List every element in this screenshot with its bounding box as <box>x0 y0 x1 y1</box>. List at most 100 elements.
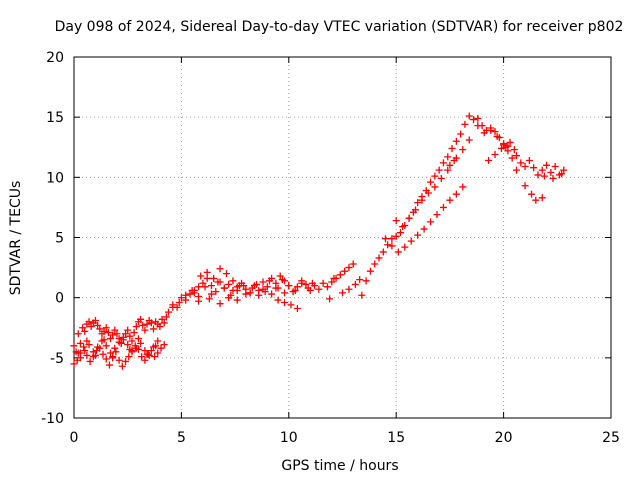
data-point <box>525 156 533 164</box>
data-point <box>83 337 91 345</box>
data-point <box>452 190 460 198</box>
data-point <box>141 347 149 355</box>
data-point <box>328 278 336 286</box>
data-point <box>392 232 400 240</box>
data-point <box>407 237 415 245</box>
x-tick-label: 25 <box>602 430 620 446</box>
data-point <box>122 357 130 365</box>
data-point <box>86 357 94 365</box>
data-point <box>330 274 338 282</box>
data-point <box>375 254 383 262</box>
data-point <box>175 298 183 306</box>
x-tick-label: 15 <box>387 430 405 446</box>
data-point <box>459 146 467 154</box>
data-point <box>199 279 207 287</box>
x-axis-label: GPS time / hours <box>281 458 398 474</box>
data-point <box>371 260 379 268</box>
data-point <box>414 199 422 207</box>
data-point <box>124 326 132 334</box>
data-point <box>85 318 93 326</box>
data-point <box>560 166 568 174</box>
data-point <box>190 289 198 297</box>
data-point <box>151 353 159 361</box>
y-tick-label: -10 <box>41 411 64 427</box>
data-point <box>113 330 121 338</box>
data-point <box>83 351 91 359</box>
data-point <box>396 229 404 237</box>
data-point <box>126 345 134 353</box>
data-point <box>457 130 465 138</box>
y-axis-label: SDTVAR / TECUs <box>8 181 24 296</box>
data-point <box>504 147 512 155</box>
data-point <box>508 154 516 162</box>
data-point <box>424 189 432 197</box>
data-point <box>431 183 439 191</box>
data-point <box>379 248 387 256</box>
data-point <box>381 235 389 243</box>
data-point <box>210 274 218 282</box>
data-points <box>70 112 568 370</box>
data-point <box>431 172 439 180</box>
data-point <box>147 319 155 327</box>
data-point <box>165 308 173 316</box>
data-point <box>452 154 460 162</box>
data-point <box>351 280 359 288</box>
data-point <box>446 196 454 204</box>
data-point <box>132 344 140 352</box>
data-point <box>326 295 334 303</box>
data-point <box>143 350 151 358</box>
data-point <box>109 331 117 339</box>
data-point <box>102 342 110 350</box>
data-point <box>216 300 224 308</box>
data-point <box>517 159 525 167</box>
data-point <box>474 114 482 122</box>
data-point <box>149 325 157 333</box>
data-point <box>203 268 211 276</box>
data-point <box>100 336 108 344</box>
data-point <box>107 335 115 343</box>
data-point <box>182 291 190 299</box>
x-axis-ticks: 0 5 10 15 20 25 <box>70 57 620 446</box>
data-point <box>530 164 538 172</box>
data-point <box>225 280 233 288</box>
data-point <box>281 298 289 306</box>
data-point <box>125 353 133 361</box>
data-point <box>388 242 396 250</box>
data-point <box>437 175 445 183</box>
data-point <box>315 285 323 293</box>
data-point <box>79 324 87 332</box>
data-point <box>70 342 78 350</box>
data-point <box>345 264 353 272</box>
data-point <box>132 323 140 331</box>
data-point <box>154 337 162 345</box>
data-point <box>137 339 145 347</box>
y-tick-label: 0 <box>55 291 64 307</box>
data-point <box>493 132 501 140</box>
data-point <box>308 279 316 287</box>
data-point <box>433 211 441 219</box>
data-point <box>285 282 293 290</box>
data-point <box>401 243 409 251</box>
data-point <box>465 136 473 144</box>
data-point <box>528 190 536 198</box>
data-point <box>160 341 168 349</box>
data-point <box>341 267 349 275</box>
data-point <box>412 206 420 214</box>
data-point <box>112 348 120 356</box>
data-point <box>109 353 117 361</box>
data-point <box>362 277 370 285</box>
data-point <box>255 291 263 299</box>
data-point <box>235 282 243 290</box>
data-point <box>212 288 220 296</box>
data-point <box>474 122 482 130</box>
data-point <box>339 289 346 297</box>
data-point <box>323 283 331 291</box>
data-point <box>465 112 473 120</box>
data-point <box>521 163 529 171</box>
data-point <box>229 277 237 285</box>
data-point <box>259 278 267 286</box>
data-point <box>107 349 115 357</box>
data-point <box>512 166 520 174</box>
data-point <box>216 265 224 273</box>
